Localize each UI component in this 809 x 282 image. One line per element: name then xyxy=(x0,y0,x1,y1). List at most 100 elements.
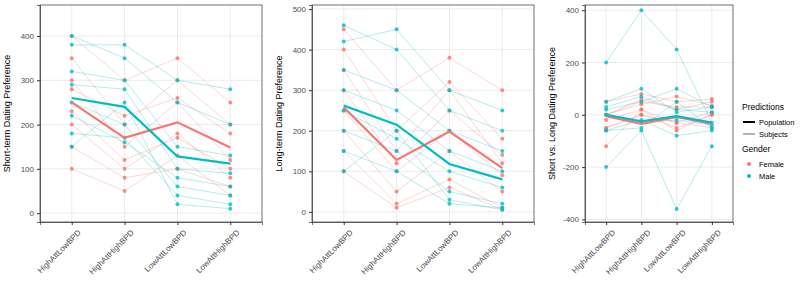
subject-point xyxy=(175,167,179,171)
subject-line xyxy=(606,130,712,208)
subject-point xyxy=(228,158,232,162)
y-tick: 0 xyxy=(575,111,585,120)
x-tick-mark xyxy=(230,222,231,225)
grid-line xyxy=(585,219,733,220)
subject-point xyxy=(500,149,504,153)
x-tick: LowAttLowBPD xyxy=(143,222,189,274)
subject-point xyxy=(70,145,74,149)
subject-line xyxy=(344,110,503,187)
y-tick-mark xyxy=(37,169,40,170)
subject-point xyxy=(675,108,679,112)
subject-line xyxy=(72,116,231,187)
x-tick: LowAttHighBPD xyxy=(466,222,513,275)
subject-line xyxy=(344,151,503,208)
subject-line xyxy=(72,102,231,195)
subject-point xyxy=(228,171,232,175)
subject-line xyxy=(606,89,712,110)
subject-point xyxy=(604,61,608,65)
subject-point xyxy=(395,88,399,92)
subject-point xyxy=(710,110,714,114)
panel xyxy=(40,5,262,222)
y-tick-mark xyxy=(37,36,40,37)
y-tick-label: 100 xyxy=(293,167,307,176)
y-axis: 0100200300400 xyxy=(21,6,41,223)
subject-point xyxy=(395,169,399,173)
subject-point xyxy=(228,100,232,104)
y-tick: 100 xyxy=(293,167,312,176)
x-tick-label: HighAttLowBPD xyxy=(36,228,83,275)
subject-point xyxy=(123,176,127,180)
panel-background xyxy=(312,5,534,222)
subject-point xyxy=(639,100,643,104)
y-tick-label: 400 xyxy=(293,46,307,55)
subject-line xyxy=(344,29,503,110)
grid-line xyxy=(40,213,262,214)
subject-point xyxy=(447,80,451,84)
subject-line xyxy=(606,102,712,131)
subject-point xyxy=(228,185,232,189)
y-tick-label: -200 xyxy=(563,163,580,172)
subject-line xyxy=(344,50,503,139)
y-tick: 500 xyxy=(293,5,312,14)
x-tick-label: LowAttLowBPD xyxy=(415,228,461,274)
subject-point xyxy=(175,100,179,104)
subject-line xyxy=(72,102,231,208)
grid-line-x xyxy=(343,5,344,222)
grid-line-x xyxy=(177,5,178,222)
subject-point xyxy=(500,173,504,177)
panel xyxy=(312,5,534,222)
subject-line xyxy=(344,171,503,210)
subject-point xyxy=(675,207,679,211)
y-tick-label: 300 xyxy=(21,76,35,85)
subject-point xyxy=(395,202,399,206)
subject-line xyxy=(344,131,503,210)
x-tick-mark xyxy=(502,222,503,225)
x-tick: HighAttLowBPD xyxy=(36,222,83,275)
subject-point xyxy=(70,56,74,60)
subject-point xyxy=(447,88,451,92)
panel-border xyxy=(40,5,262,222)
subject-point xyxy=(70,34,74,38)
population-line xyxy=(344,106,503,180)
grid-line xyxy=(312,211,534,212)
subject-point xyxy=(447,177,451,181)
subject-point xyxy=(123,123,127,127)
subject-line xyxy=(606,10,712,122)
subject-point xyxy=(123,158,127,162)
x-tick-label: LowAttLowBPD xyxy=(143,228,189,274)
y-tick: 400 xyxy=(21,32,40,41)
x-tick-label: LowAttHighBPD xyxy=(194,228,241,275)
subject-point xyxy=(447,186,451,190)
y-tick: 100 xyxy=(21,165,40,174)
subject-point xyxy=(447,56,451,60)
y-tick: 0 xyxy=(302,208,312,217)
y-tick-mark xyxy=(582,10,585,11)
y-axis-line xyxy=(582,6,586,223)
subject-point xyxy=(710,97,714,101)
subject-point xyxy=(604,128,608,132)
subject-point xyxy=(123,87,127,91)
subject-point xyxy=(395,149,399,153)
subject-point xyxy=(228,193,232,197)
y-tick-mark xyxy=(582,115,585,116)
subject-point xyxy=(175,176,179,180)
subject-point xyxy=(175,100,179,104)
y-tick-mark xyxy=(309,212,312,213)
subject-point xyxy=(500,108,504,112)
subject-point xyxy=(675,100,679,104)
subject-point xyxy=(342,88,346,92)
y-axis-title: Short-term Dating Preference xyxy=(2,55,12,173)
subject-point xyxy=(123,167,127,171)
subject-point xyxy=(710,144,714,148)
y-tick-label: 0 xyxy=(575,111,580,120)
y-tick: 200 xyxy=(293,127,312,136)
subject-point xyxy=(500,186,504,190)
x-axis: HighAttLowBPDHighAttHighBPDLowAttLowBPDL… xyxy=(308,222,535,276)
subject-point xyxy=(342,23,346,27)
subject-point xyxy=(123,145,127,149)
subject-point xyxy=(500,88,504,92)
subject-point xyxy=(70,69,74,73)
legend-key xyxy=(747,162,751,166)
subject-point xyxy=(70,123,74,127)
population-line xyxy=(72,98,231,164)
